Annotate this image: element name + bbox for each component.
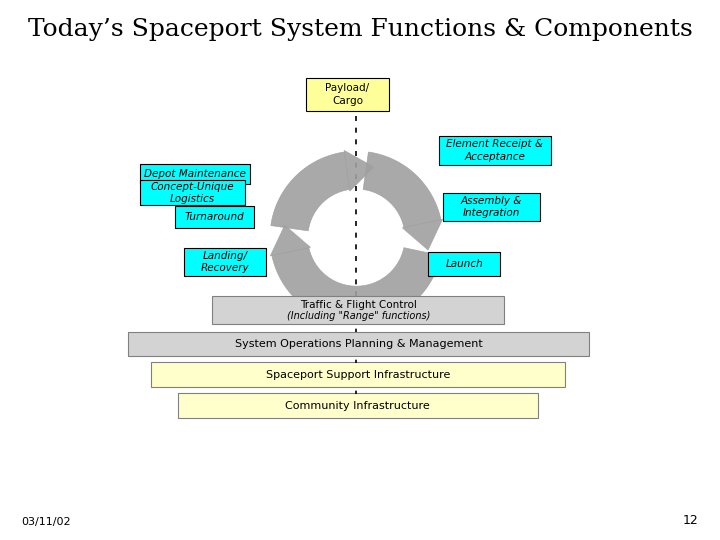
FancyBboxPatch shape <box>128 332 589 356</box>
FancyBboxPatch shape <box>140 180 245 205</box>
Text: (Including "Range" functions): (Including "Range" functions) <box>287 311 430 321</box>
Polygon shape <box>270 225 310 256</box>
Text: Depot Maintenance: Depot Maintenance <box>144 168 246 179</box>
FancyBboxPatch shape <box>428 252 500 276</box>
Polygon shape <box>272 248 441 324</box>
Text: 03/11/02: 03/11/02 <box>22 516 71 526</box>
Text: Element Receipt &
Acceptance: Element Receipt & Acceptance <box>446 139 544 161</box>
FancyBboxPatch shape <box>439 136 551 165</box>
Text: Spaceport Support Infrastructure: Spaceport Support Infrastructure <box>266 370 451 380</box>
Text: Today’s Spaceport System Functions & Components: Today’s Spaceport System Functions & Com… <box>27 18 693 41</box>
Polygon shape <box>344 151 374 191</box>
FancyBboxPatch shape <box>306 78 389 111</box>
FancyBboxPatch shape <box>443 193 540 221</box>
Text: Turnaround: Turnaround <box>185 212 244 222</box>
Text: Assembly &
Integration: Assembly & Integration <box>461 196 522 218</box>
Text: System Operations Planning & Management: System Operations Planning & Management <box>235 339 482 349</box>
FancyBboxPatch shape <box>212 296 504 324</box>
Text: Traffic & Flight Control: Traffic & Flight Control <box>300 300 417 310</box>
Text: Landing/
Recovery: Landing/ Recovery <box>201 251 249 273</box>
FancyBboxPatch shape <box>178 393 538 418</box>
Text: Launch: Launch <box>446 259 483 269</box>
FancyBboxPatch shape <box>175 206 254 228</box>
Polygon shape <box>271 152 350 231</box>
Polygon shape <box>402 219 443 250</box>
Text: Community Infrastructure: Community Infrastructure <box>285 401 431 410</box>
FancyBboxPatch shape <box>151 362 565 387</box>
Text: 12: 12 <box>683 514 698 526</box>
Text: Concept-Unique
Logistics: Concept-Unique Logistics <box>150 181 235 204</box>
FancyBboxPatch shape <box>184 248 266 276</box>
Polygon shape <box>363 152 441 227</box>
Text: Payload/
Cargo: Payload/ Cargo <box>325 83 369 106</box>
FancyBboxPatch shape <box>140 164 250 184</box>
